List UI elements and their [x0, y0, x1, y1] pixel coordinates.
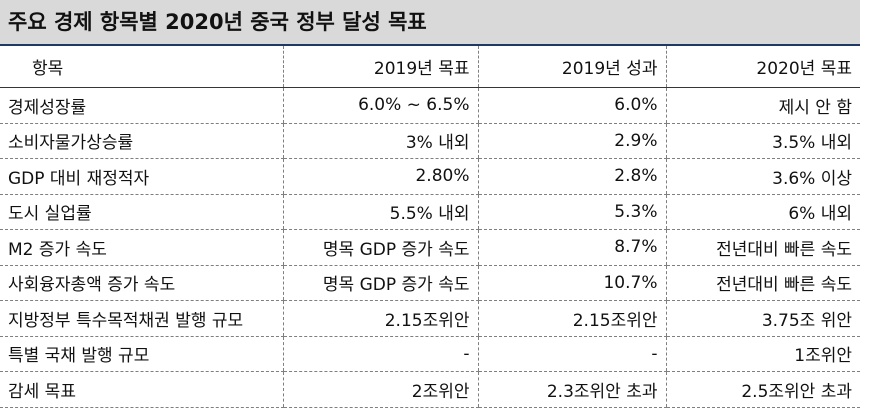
cell: 3.75조 위안: [665, 300, 860, 337]
row-label: GDP 대비 재정적자: [0, 158, 283, 195]
cell: 전년대비 빠른 속도: [665, 265, 860, 301]
cell: 전년대비 빠른 속도: [665, 229, 860, 266]
cell: 6.0% ~ 6.5%: [282, 87, 478, 124]
row-label: 사회융자총액 증가 속도: [0, 265, 283, 301]
header-cell: 2019년 목표: [282, 44, 478, 88]
cell: 2.8%: [477, 158, 666, 195]
row-label: 소비자물가상승률: [0, 123, 283, 159]
cell: 2.3조위안 초과: [477, 371, 666, 408]
header-cell: 항목: [0, 44, 283, 88]
cell: -: [282, 336, 478, 372]
cell: 5.3%: [477, 194, 666, 230]
table: 항목 2019년 목표 2019년 성과 2020년 목표 경제성장률 6.0% ~ 6…: [0, 44, 860, 408]
cell: 3.6% 이상: [665, 158, 860, 195]
cell: 명목 GDP 증가 속도: [282, 265, 478, 301]
table-row: 특별 국채 발행 규모 - -1조위안: [0, 336, 860, 372]
table-row: 사회융자총액 증가 속도 명목 GDP 증가 속도 10.7% 전년대비 빠른 속도: [0, 265, 860, 301]
cell: 8.7%: [477, 229, 666, 266]
table-row: 감세 목표 2조위안 2.3조위안 초과 2.5조위안 초과: [0, 371, 860, 408]
cell: 10.7%: [477, 265, 666, 301]
cell: 1조위안: [665, 336, 860, 372]
row-label: 특별 국채 발행 규모: [0, 336, 283, 372]
cell: 2.9%: [477, 123, 666, 159]
cell: 6.0%: [477, 87, 666, 124]
header-row: 항목 2019년 목표 2019년 성과 2020년 목표: [0, 44, 860, 88]
row-label: 도시 실업률: [0, 194, 283, 230]
header-cell: 2020년 목표: [665, 44, 860, 88]
cell: 2.15조위안: [477, 300, 666, 337]
table-body: 경제성장률 6.0% ~ 6.5% 6.0% 제시 안 함 소비자물가상승률 3% 내외 2…: [0, 87, 860, 408]
cell: 2.80%: [282, 158, 478, 195]
table-row: GDP 대비 재정적자 2.80% 2.8% 3.6% 이상: [0, 158, 860, 195]
table-row: 도시 실업률 5.5% 내외 5.3% 6% 내외: [0, 194, 860, 230]
row-label: 감세 목표: [0, 371, 283, 408]
cell: 3.5% 내외: [665, 123, 860, 159]
cell: 5.5% 내외: [282, 194, 478, 230]
table-row: 경제성장률 6.0% ~ 6.5% 6.0% 제시 안 함: [0, 87, 860, 124]
cell: 2.15조위안: [282, 300, 478, 337]
cell: 제시 안 함: [665, 87, 860, 124]
table-title: 주요 경제 항목별 2020년 중국 정부 달성 목표: [0, 0, 860, 44]
row-label: M2 증가 속도: [0, 229, 283, 266]
table-row: 소비자물가상승률 3% 내외 2.9% 3.5% 내외: [0, 123, 860, 159]
cell: 2조위안: [282, 371, 478, 408]
cell: 2.5조위안 초과: [665, 371, 860, 408]
cell: 명목 GDP 증가 속도: [282, 229, 478, 266]
cell: 6% 내외: [665, 194, 860, 230]
table-row: 지방정부 특수목적채권 발행 규모 2.15조위안 2.15조위안 3.75조 위안: [0, 300, 860, 337]
cell: 3% 내외: [282, 123, 478, 159]
row-label: 경제성장률: [0, 87, 283, 124]
table-row: M2 증가 속도 명목 GDP 증가 속도 8.7% 전년대비 빠른 속도: [0, 229, 860, 266]
row-label: 지방정부 특수목적채권 발행 규모: [0, 300, 283, 337]
cell: -: [477, 336, 666, 372]
header-cell: 2019년 성과: [477, 44, 666, 88]
